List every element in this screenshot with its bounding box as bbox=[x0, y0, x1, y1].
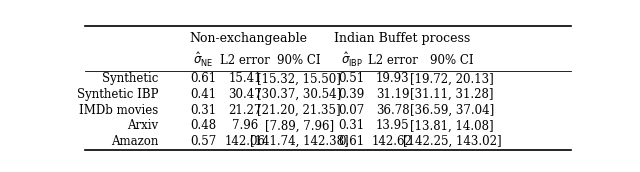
Text: [141.74, 142.38]: [141.74, 142.38] bbox=[250, 135, 349, 148]
Text: [7.89, 7.96]: [7.89, 7.96] bbox=[265, 119, 334, 132]
Text: [21.20, 21.35]: [21.20, 21.35] bbox=[257, 104, 341, 117]
Text: 0.51: 0.51 bbox=[339, 72, 365, 85]
Text: L2 error: L2 error bbox=[220, 54, 270, 67]
Text: Synthetic: Synthetic bbox=[102, 72, 158, 85]
Text: 7.96: 7.96 bbox=[232, 119, 259, 132]
Text: [142.25, 143.02]: [142.25, 143.02] bbox=[403, 135, 501, 148]
Text: [30.37, 30.54]: [30.37, 30.54] bbox=[257, 88, 341, 101]
Text: IMDb movies: IMDb movies bbox=[79, 104, 158, 117]
Text: [15.32, 15.50]: [15.32, 15.50] bbox=[257, 72, 341, 85]
Text: Synthetic IBP: Synthetic IBP bbox=[77, 88, 158, 101]
Text: 0.48: 0.48 bbox=[190, 119, 216, 132]
Text: 30.47: 30.47 bbox=[228, 88, 262, 101]
Text: 0.31: 0.31 bbox=[190, 104, 216, 117]
Text: 0.31: 0.31 bbox=[339, 119, 365, 132]
Text: [13.81, 14.08]: [13.81, 14.08] bbox=[410, 119, 494, 132]
Text: Indian Buffet process: Indian Buffet process bbox=[334, 32, 470, 45]
Text: 0.61: 0.61 bbox=[339, 135, 365, 148]
Text: 13.95: 13.95 bbox=[376, 119, 410, 132]
Text: Non-exchangeable: Non-exchangeable bbox=[189, 32, 308, 45]
Text: [31.11, 31.28]: [31.11, 31.28] bbox=[410, 88, 493, 101]
Text: 19.93: 19.93 bbox=[376, 72, 410, 85]
Text: [36.59, 37.04]: [36.59, 37.04] bbox=[410, 104, 494, 117]
Text: $\hat{\sigma}_{\mathrm{NE}}$: $\hat{\sigma}_{\mathrm{NE}}$ bbox=[193, 51, 213, 69]
Text: L2 error: L2 error bbox=[367, 54, 417, 67]
Text: 0.39: 0.39 bbox=[339, 88, 365, 101]
Text: 31.19: 31.19 bbox=[376, 88, 409, 101]
Text: 0.57: 0.57 bbox=[190, 135, 216, 148]
Text: [19.72, 20.13]: [19.72, 20.13] bbox=[410, 72, 494, 85]
Text: 36.78: 36.78 bbox=[376, 104, 410, 117]
Text: 0.07: 0.07 bbox=[339, 104, 365, 117]
Text: 15.41: 15.41 bbox=[228, 72, 262, 85]
Text: Amazon: Amazon bbox=[111, 135, 158, 148]
Text: Arxiv: Arxiv bbox=[127, 119, 158, 132]
Text: 90% CI: 90% CI bbox=[277, 54, 321, 67]
Text: 0.41: 0.41 bbox=[190, 88, 216, 101]
Text: 142.62: 142.62 bbox=[372, 135, 413, 148]
Text: 21.27: 21.27 bbox=[228, 104, 262, 117]
Text: 142.06: 142.06 bbox=[225, 135, 266, 148]
Text: $\hat{\sigma}_{\mathrm{IBP}}$: $\hat{\sigma}_{\mathrm{IBP}}$ bbox=[340, 51, 363, 69]
Text: 0.61: 0.61 bbox=[190, 72, 216, 85]
Text: 90% CI: 90% CI bbox=[430, 54, 474, 67]
